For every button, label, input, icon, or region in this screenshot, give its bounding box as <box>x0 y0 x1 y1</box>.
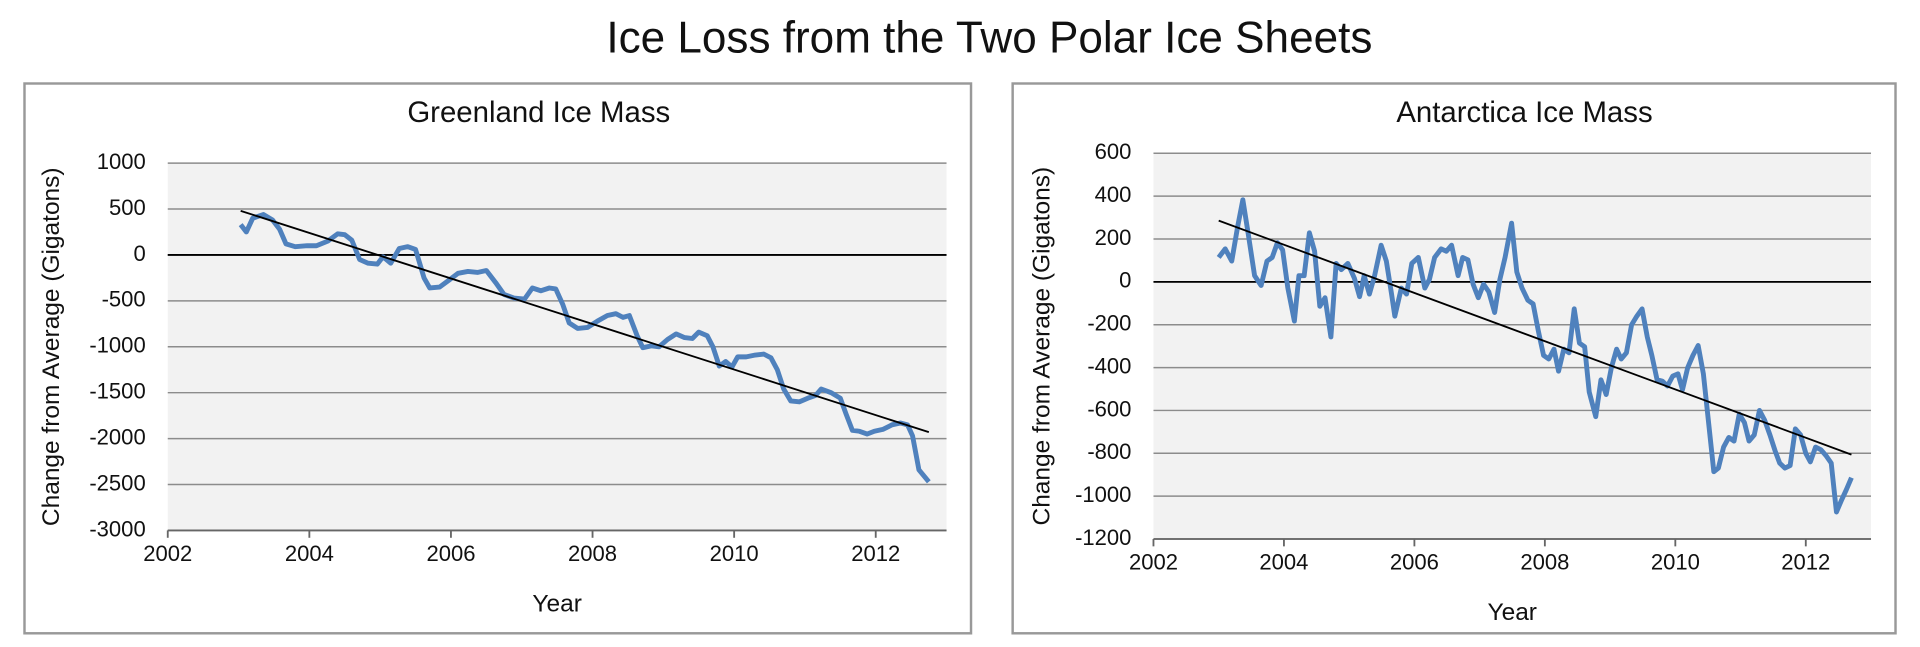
x-tick-label: 2002 <box>143 541 192 566</box>
y-tick-label: -1200 <box>1075 525 1131 550</box>
x-tick-label: 2008 <box>1520 549 1569 574</box>
trend-line <box>1218 219 1852 456</box>
y-tick-label: 200 <box>1095 225 1132 250</box>
x-axis-title: Year <box>1488 599 1537 626</box>
panel-frame <box>23 82 973 635</box>
x-tick-label: 2010 <box>1651 549 1700 574</box>
x-tick-label: 2002 <box>1129 549 1178 574</box>
plot-area <box>1153 153 1872 540</box>
y-tick-label: -200 <box>1087 311 1131 336</box>
x-axis-title: Year <box>532 591 581 618</box>
x-tick-label: 2006 <box>1390 549 1439 574</box>
y-tick-label: -2000 <box>89 424 145 449</box>
data-line <box>238 212 931 484</box>
chart-title: Greenland Ice Mass <box>407 96 670 129</box>
y-tick-label: -2500 <box>89 470 145 495</box>
x-tick-label: 2006 <box>426 541 475 566</box>
y-tick-label: 0 <box>1119 268 1131 293</box>
x-tick-label: 2008 <box>568 541 617 566</box>
y-tick-label: 400 <box>1095 182 1132 207</box>
x-tick-label: 2012 <box>1781 549 1830 574</box>
y-tick-label: 0 <box>133 241 145 266</box>
trend-line <box>240 209 930 434</box>
y-tick-label: -500 <box>102 287 146 312</box>
x-tick-label: 2010 <box>710 541 759 566</box>
y-tick-label: 1000 <box>97 149 146 174</box>
y-tick-label: -1000 <box>1075 482 1131 507</box>
y-tick-label: -400 <box>1087 353 1131 378</box>
y-axis-title: Change from Average (Gigatons) <box>38 167 65 526</box>
y-tick-label: -1500 <box>89 379 145 404</box>
x-tick-label: 2004 <box>1259 549 1308 574</box>
x-tick-label: 2012 <box>851 541 900 566</box>
x-tick-label: 2004 <box>285 541 334 566</box>
y-tick-label: 500 <box>109 195 146 220</box>
chart-title: Antarctica Ice Mass <box>1396 96 1652 129</box>
panel-frame <box>1011 82 1897 635</box>
y-tick-label: -600 <box>1087 396 1131 421</box>
data-line <box>1216 197 1854 515</box>
y-axis-title: Change from Average (Gigatons) <box>1029 167 1056 526</box>
y-tick-label: -3000 <box>89 516 145 541</box>
page-title: Ice Loss from the Two Polar Ice Sheets <box>606 13 1372 62</box>
y-tick-label: -1000 <box>89 333 145 358</box>
y-tick-label: 600 <box>1095 139 1132 164</box>
y-tick-label: -800 <box>1087 439 1131 464</box>
